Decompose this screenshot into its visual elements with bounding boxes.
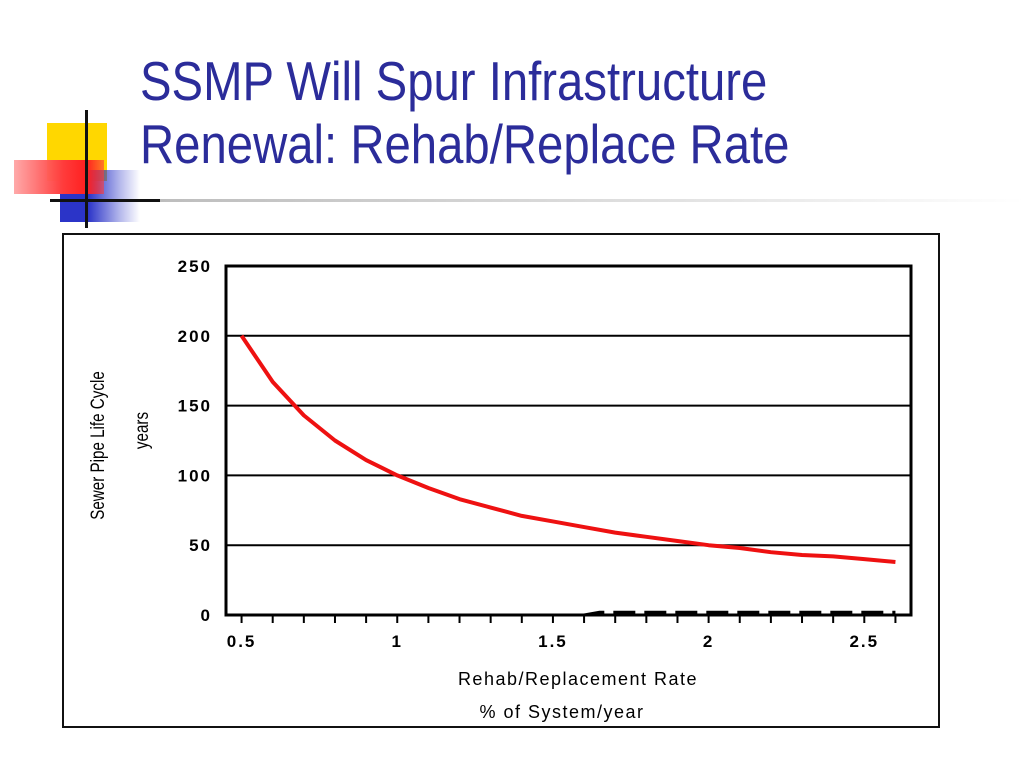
decor-red-bar xyxy=(14,160,104,194)
y-tick-label-50: 50 xyxy=(189,536,212,555)
y-tick-label-150: 150 xyxy=(178,397,212,416)
y-axis-title-line1: Sewer Pipe Life Cycle xyxy=(86,371,108,520)
title-underline-rule xyxy=(160,199,1024,202)
x-tick-label-1: 1 xyxy=(392,632,403,651)
decor-vertical-line xyxy=(85,110,88,228)
slide-title: SSMP Will Spur Infrastructure Renewal: R… xyxy=(140,50,790,175)
plot-area-border xyxy=(224,264,913,617)
x-tick-label-2.5: 2.5 xyxy=(849,632,879,651)
line-chart: 250 200 150 100 50 0 0.5 1 1.5 2 2.5 Sewer Pipe Li… xyxy=(86,257,913,722)
decor-horizontal-line xyxy=(50,199,160,202)
axis-ticks: 250 200 150 100 50 0 0.5 1 1.5 2 2.5 xyxy=(178,257,897,651)
series-line-0 xyxy=(239,334,896,564)
chart-frame: 250 200 150 100 50 0 0.5 1 1.5 2 2.5 Sewer Pipe Li… xyxy=(62,233,940,728)
y-axis-title-line2: years xyxy=(130,412,152,449)
grid-lines xyxy=(226,334,911,547)
x-tick-label-1.5: 1.5 xyxy=(538,632,568,651)
x-axis-title-line2: % of System/year xyxy=(479,702,644,722)
x-axis-title-line1: Rehab/Replacement Rate xyxy=(458,669,698,689)
y-tick-label-200: 200 xyxy=(178,327,212,346)
y-tick-label-0: 0 xyxy=(201,606,212,625)
y-tick-label-100: 100 xyxy=(178,466,212,485)
x-tick-label-2: 2 xyxy=(703,632,714,651)
x-tick-label-0.5: 0.5 xyxy=(227,632,257,651)
y-tick-label-250: 250 xyxy=(178,257,212,276)
